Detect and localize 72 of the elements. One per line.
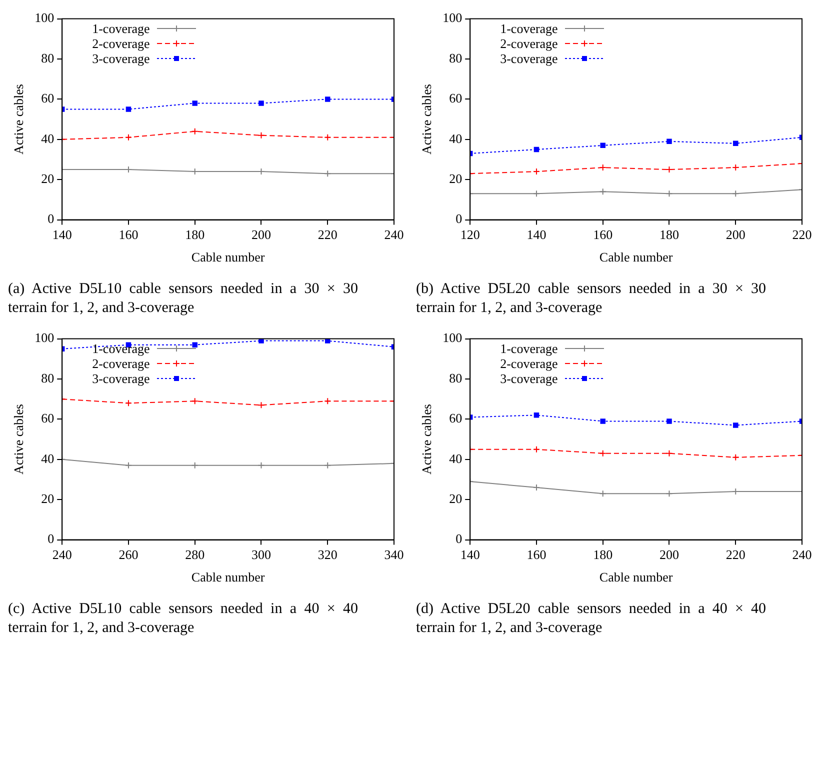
x-tick-label: 180 [659,227,679,242]
y-tick-label: 40 [41,130,54,146]
x-tick-label: 140 [526,227,546,242]
y-tick-label: 20 [41,491,54,506]
legend-label: 3-coverage [500,50,558,66]
text: (c) Active D5L10 cable sensors needed in a 40 × 40 terrain for 1, 2, and 3-coverage [8,600,358,638]
legend-label: 2-coverage [500,36,558,51]
y-tick-label: 40 [41,450,54,466]
x-tick-label: 240 [52,547,72,562]
legend-label: 3-coverage [92,370,150,386]
legend-label: 1-coverage [500,340,558,356]
y-tick-label: 100 [442,330,462,346]
x-tick-label: 220 [318,227,338,242]
x-tick-label: 200 [726,227,746,242]
x-tick-label: 220 [792,227,812,242]
y-tick-label: 100 [34,330,54,346]
legend-label: 2-coverage [92,36,150,51]
x-tick-label: 160 [526,547,546,562]
y-tick-label: 20 [449,171,462,186]
x-axis-title: Cable number [191,250,266,265]
y-tick-label: 60 [41,410,54,426]
y-axis-title: Active cables [419,84,434,154]
x-tick-label: 220 [726,547,746,562]
y-tick-label: 100 [34,10,54,26]
x-axis-title: Cable number [191,570,266,585]
y-tick-label: 0 [48,211,54,226]
x-tick-label: 340 [384,547,404,562]
y-tick-label: 60 [41,90,54,106]
y-axis-title: Active cables [11,404,26,474]
legend-label: 3-coverage [500,370,558,386]
y-tick-label: 80 [449,370,462,386]
y-tick-label: 60 [449,90,462,106]
x-tick-label: 120 [460,227,480,242]
x-tick-label: 320 [318,547,338,562]
y-tick-label: 80 [449,50,462,66]
x-tick-label: 160 [593,227,613,242]
x-axis-title: Cable number [599,570,674,585]
x-tick-label: 140 [460,547,480,562]
legend-label: 1-coverage [92,20,150,36]
legend-label: 1-coverage [500,20,558,36]
y-tick-label: 80 [41,370,54,386]
x-tick-label: 200 [659,547,679,562]
y-axis-title: Active cables [11,84,26,154]
y-tick-label: 0 [456,531,462,546]
y-tick-label: 40 [449,450,462,466]
x-tick-label: 300 [251,547,271,562]
x-tick-label: 140 [52,227,72,242]
x-tick-label: 280 [185,547,205,562]
x-tick-label: 180 [593,547,613,562]
legend-label: 2-coverage [500,356,558,371]
y-tick-label: 0 [48,531,54,546]
y-axis-title: Active cables [419,404,434,474]
x-tick-label: 260 [118,547,138,562]
y-tick-label: 60 [449,410,462,426]
x-tick-label: 160 [118,227,138,242]
text: (d) Active D5L20 cable sensors needed in a 40 × 40 terrain for 1, 2, and 3-coverage [416,600,766,638]
text: (b) Active D5L20 cable sensors needed in a 30 × 30 terrain for 1, 2, and 3-coverage [416,280,766,318]
x-tick-label: 240 [384,227,404,242]
x-axis-title: Cable number [599,250,674,265]
text: (a) Active D5L10 cable sensors needed in a 30 × 30 terrain for 1, 2, and 3-coverage [8,280,358,318]
y-tick-label: 40 [449,130,462,146]
x-tick-label: 240 [792,547,812,562]
x-tick-label: 180 [185,227,205,242]
y-tick-label: 80 [41,50,54,66]
y-tick-label: 20 [41,171,54,186]
legend-label: 3-coverage [92,50,150,66]
y-tick-label: 20 [449,491,462,506]
y-tick-label: 100 [442,10,462,26]
legend-label: 1-coverage [92,340,150,356]
legend-label: 2-coverage [92,356,150,371]
x-tick-label: 200 [251,227,271,242]
y-tick-label: 0 [456,211,462,226]
